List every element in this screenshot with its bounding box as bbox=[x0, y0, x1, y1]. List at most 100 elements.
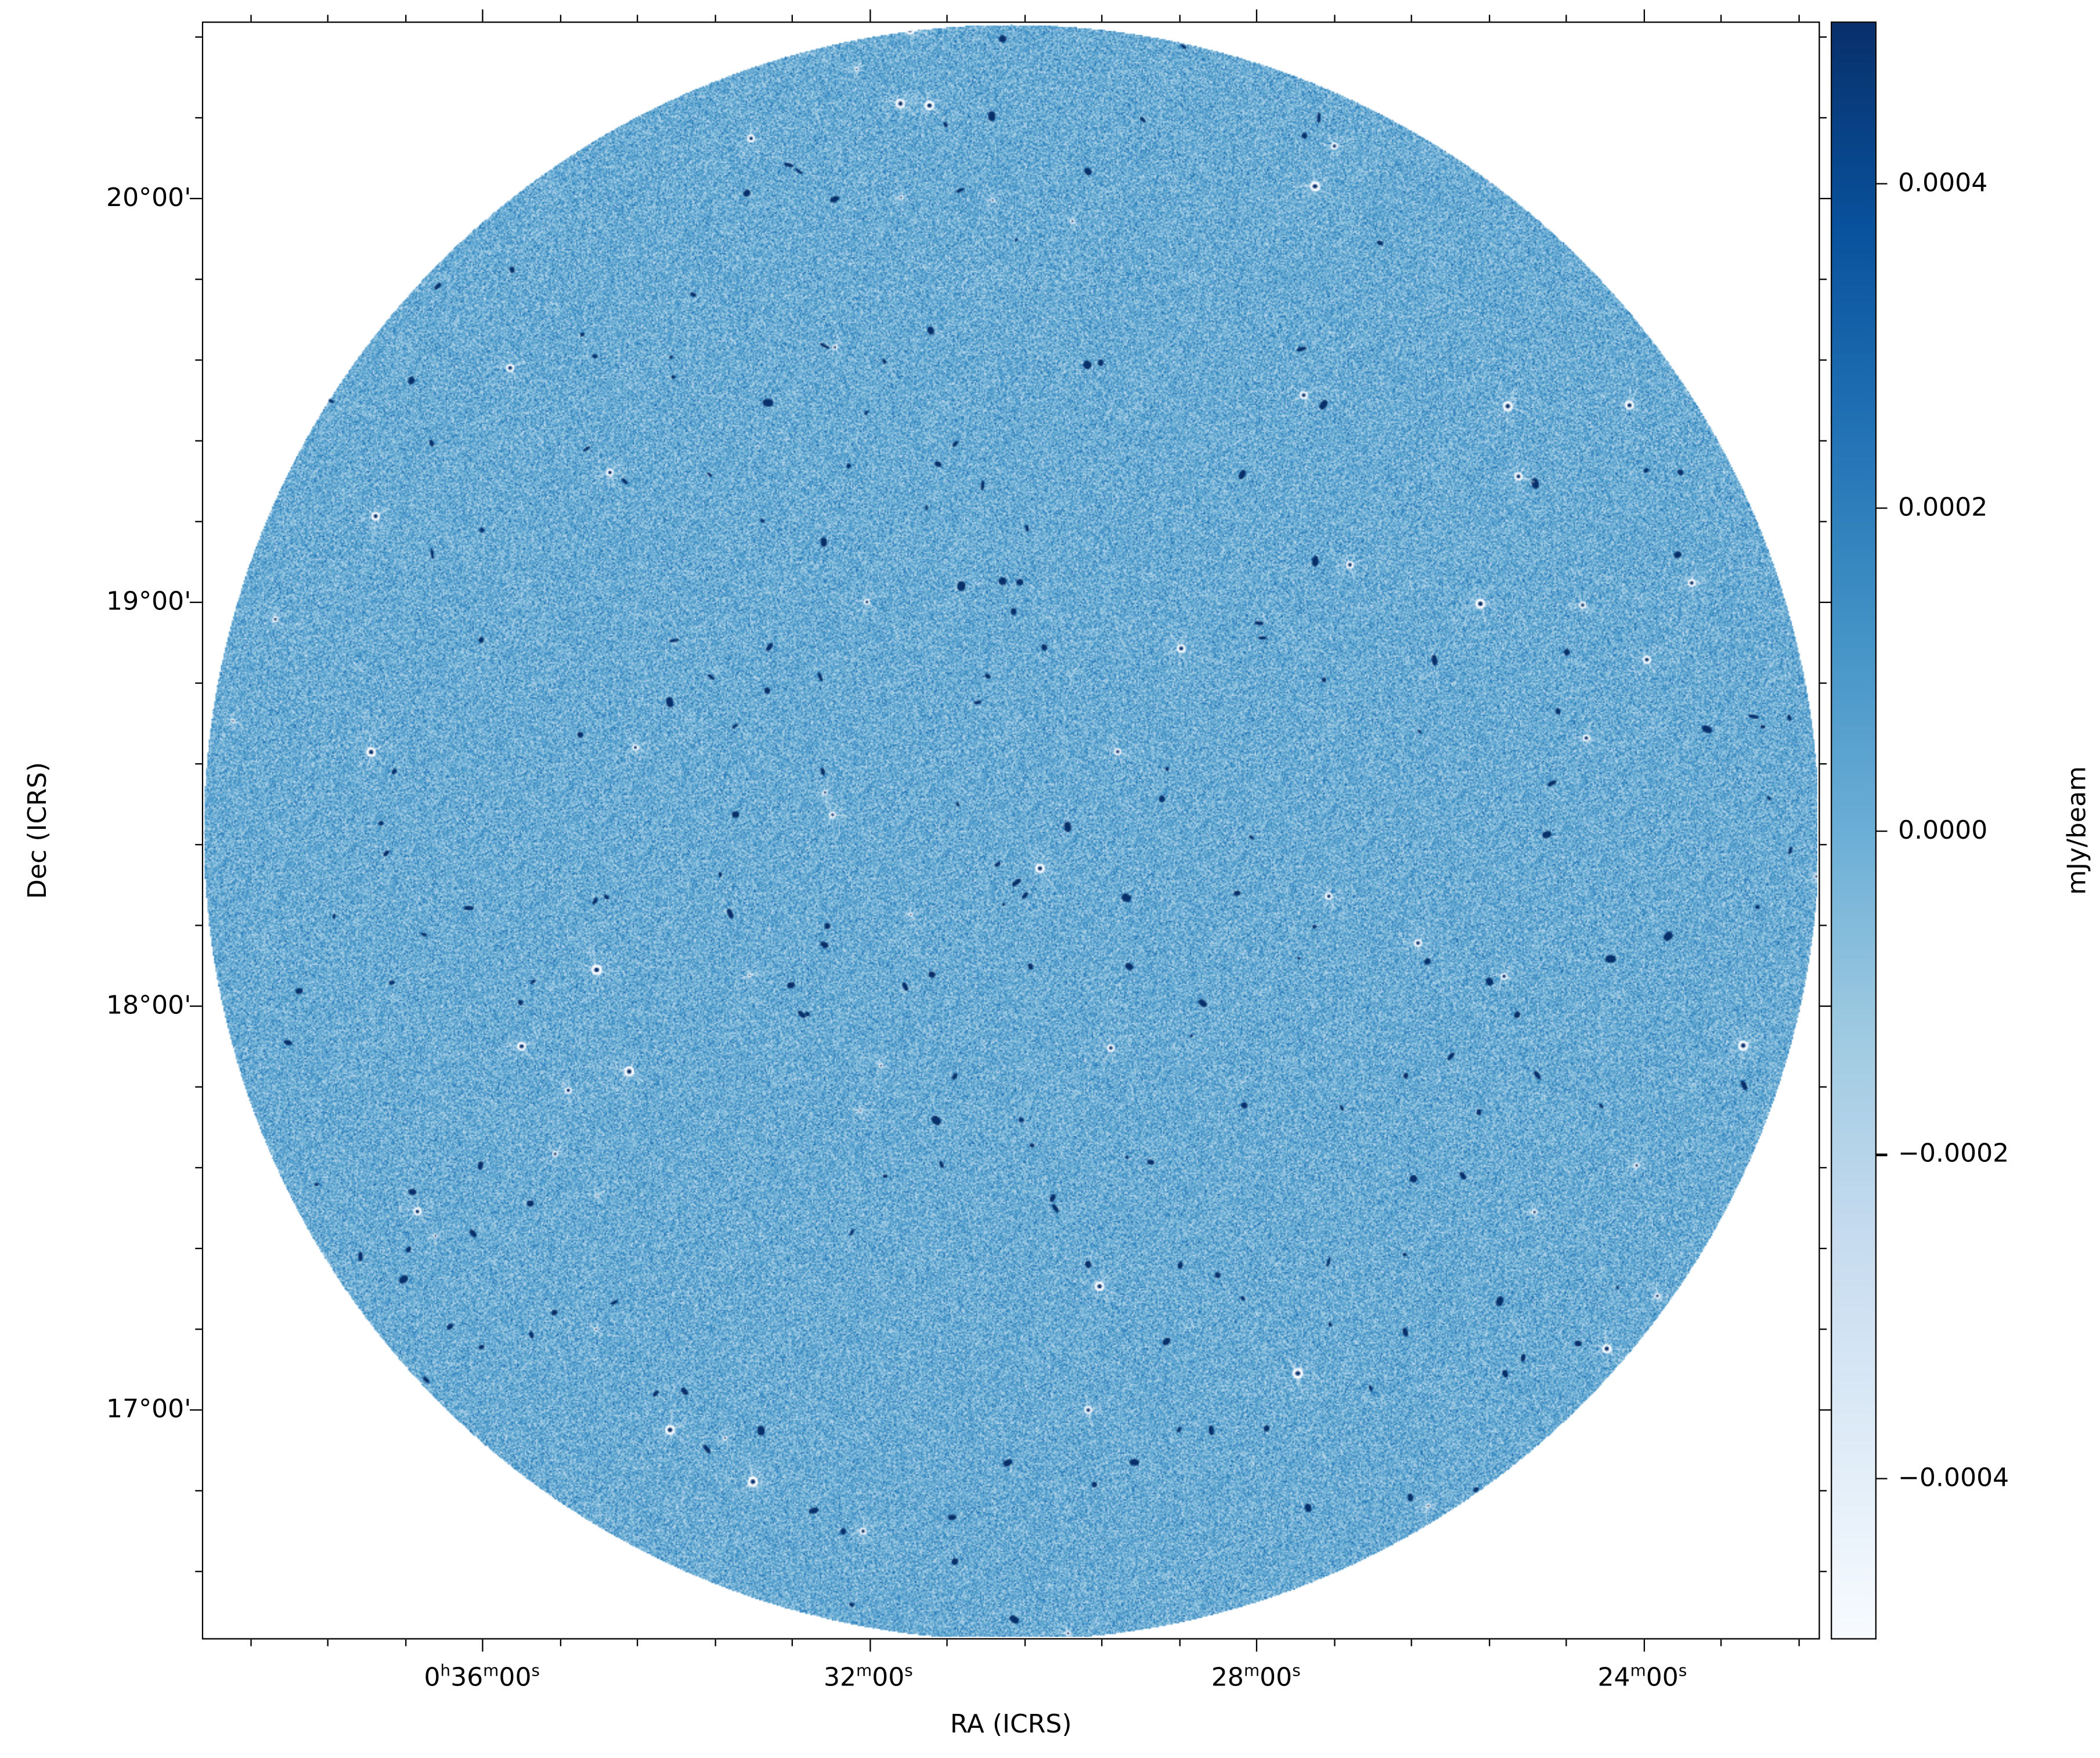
y-minor-tick bbox=[195, 1167, 202, 1169]
x-major-tick-top bbox=[1255, 9, 1258, 22]
colorbar-tick bbox=[1876, 1478, 1888, 1479]
x-minor-tick bbox=[327, 1639, 329, 1647]
y-major-tick bbox=[190, 601, 202, 604]
x-minor-tick bbox=[714, 1639, 716, 1647]
x-minor-tick-top bbox=[791, 15, 793, 22]
y-minor-tick bbox=[195, 521, 202, 523]
x-minor-tick bbox=[1798, 1639, 1800, 1647]
x-minor-tick bbox=[1488, 1639, 1490, 1647]
y-minor-tick-right bbox=[1820, 36, 1827, 38]
x-minor-tick bbox=[1101, 1639, 1103, 1647]
x-minor-tick-top bbox=[1333, 15, 1335, 22]
y-minor-tick bbox=[195, 117, 202, 119]
x-major-tick-top bbox=[482, 9, 484, 22]
y-tick-label: 17°00' bbox=[106, 1394, 192, 1424]
x-minor-tick bbox=[1023, 1639, 1026, 1647]
colorbar-tick-label: 0.0000 bbox=[1898, 815, 1988, 846]
y-tick-label: 20°00' bbox=[106, 183, 192, 213]
y-minor-tick bbox=[195, 279, 202, 280]
x-minor-tick-top bbox=[1023, 15, 1026, 22]
radio-continuum-image bbox=[203, 23, 1817, 1637]
x-minor-tick-top bbox=[1798, 15, 1800, 22]
x-major-tick bbox=[1643, 1639, 1645, 1652]
x-major-tick bbox=[482, 1639, 484, 1652]
colorbar-tick-label: 0.0004 bbox=[1898, 168, 1988, 198]
x-minor-tick-top bbox=[636, 15, 638, 22]
y-minor-tick-right bbox=[1820, 925, 1827, 927]
y-minor-tick-right bbox=[1820, 763, 1827, 765]
colorbar-tick bbox=[1876, 1154, 1888, 1156]
y-minor-tick-right bbox=[1820, 1329, 1827, 1330]
colorbar-tick bbox=[1876, 183, 1888, 185]
y-tick-label: 18°00' bbox=[106, 990, 192, 1020]
x-minor-tick bbox=[791, 1639, 793, 1647]
y-major-tick-right bbox=[1820, 197, 1832, 200]
x-minor-tick-top bbox=[404, 15, 406, 22]
colorbar bbox=[1831, 21, 1877, 1640]
y-minor-tick-right bbox=[1820, 1247, 1827, 1250]
y-minor-tick-right bbox=[1820, 279, 1827, 280]
x-minor-tick bbox=[1178, 1639, 1181, 1647]
y-minor-tick bbox=[195, 1086, 202, 1088]
colorbar-tick bbox=[1876, 507, 1888, 509]
y-minor-tick bbox=[195, 440, 202, 442]
x-minor-tick bbox=[559, 1639, 561, 1647]
y-minor-tick-right bbox=[1820, 1167, 1827, 1169]
x-minor-tick bbox=[1333, 1639, 1335, 1647]
x-minor-tick-top bbox=[559, 15, 561, 22]
x-minor-tick bbox=[1565, 1639, 1567, 1647]
x-minor-tick-top bbox=[250, 15, 251, 22]
x-axis-label: RA (ICRS) bbox=[950, 1709, 1072, 1739]
y-minor-tick bbox=[195, 359, 202, 361]
x-minor-tick bbox=[1410, 1639, 1413, 1647]
x-major-tick bbox=[869, 1639, 871, 1652]
y-major-tick bbox=[190, 1005, 202, 1008]
colorbar-tick-label: −0.0002 bbox=[1898, 1139, 2009, 1169]
y-minor-tick-right bbox=[1820, 359, 1827, 361]
x-major-tick-top bbox=[1643, 9, 1645, 22]
y-minor-tick-right bbox=[1820, 1571, 1827, 1573]
y-major-tick bbox=[190, 197, 202, 200]
y-minor-tick bbox=[195, 682, 202, 684]
x-minor-tick bbox=[636, 1639, 638, 1647]
x-minor-tick bbox=[946, 1639, 948, 1647]
x-minor-tick bbox=[1720, 1639, 1722, 1647]
y-minor-tick bbox=[195, 1571, 202, 1573]
y-minor-tick-right bbox=[1820, 1490, 1827, 1492]
x-tick-label: 24m00s bbox=[1597, 1660, 1687, 1692]
x-minor-tick bbox=[404, 1639, 406, 1647]
y-minor-tick-right bbox=[1820, 521, 1827, 523]
y-minor-tick bbox=[195, 844, 202, 846]
x-minor-tick-top bbox=[714, 15, 716, 22]
y-minor-tick bbox=[195, 763, 202, 765]
image-axes bbox=[201, 21, 1820, 1640]
x-minor-tick-top bbox=[946, 15, 948, 22]
y-minor-tick-right bbox=[1820, 440, 1827, 442]
colorbar-tick-label: 0.0002 bbox=[1898, 492, 1988, 522]
y-minor-tick bbox=[195, 1490, 202, 1492]
x-minor-tick-top bbox=[1720, 15, 1722, 22]
x-minor-tick bbox=[250, 1639, 251, 1647]
y-minor-tick bbox=[195, 1247, 202, 1250]
y-major-tick-right bbox=[1820, 1005, 1832, 1008]
x-minor-tick-top bbox=[1178, 15, 1181, 22]
colorbar-tick bbox=[1876, 830, 1888, 832]
y-minor-tick-right bbox=[1820, 844, 1827, 846]
y-minor-tick-right bbox=[1820, 1086, 1827, 1088]
y-minor-tick-right bbox=[1820, 117, 1827, 119]
y-major-tick-right bbox=[1820, 601, 1832, 604]
x-minor-tick-top bbox=[1488, 15, 1490, 22]
x-minor-tick-top bbox=[1101, 15, 1103, 22]
colorbar-label: mJy/beam bbox=[2062, 766, 2092, 895]
y-major-tick bbox=[190, 1409, 202, 1411]
y-major-tick-right bbox=[1820, 1409, 1832, 1411]
x-minor-tick-top bbox=[1565, 15, 1567, 22]
colorbar-tick-label: −0.0004 bbox=[1898, 1463, 2009, 1493]
y-tick-label: 19°00' bbox=[106, 587, 192, 617]
y-minor-tick bbox=[195, 36, 202, 38]
y-axis-label: Dec (ICRS) bbox=[23, 761, 53, 899]
x-major-tick bbox=[1255, 1639, 1258, 1652]
y-minor-tick-right bbox=[1820, 682, 1827, 684]
y-minor-tick bbox=[195, 925, 202, 927]
x-tick-label: 32m00s bbox=[823, 1660, 913, 1692]
